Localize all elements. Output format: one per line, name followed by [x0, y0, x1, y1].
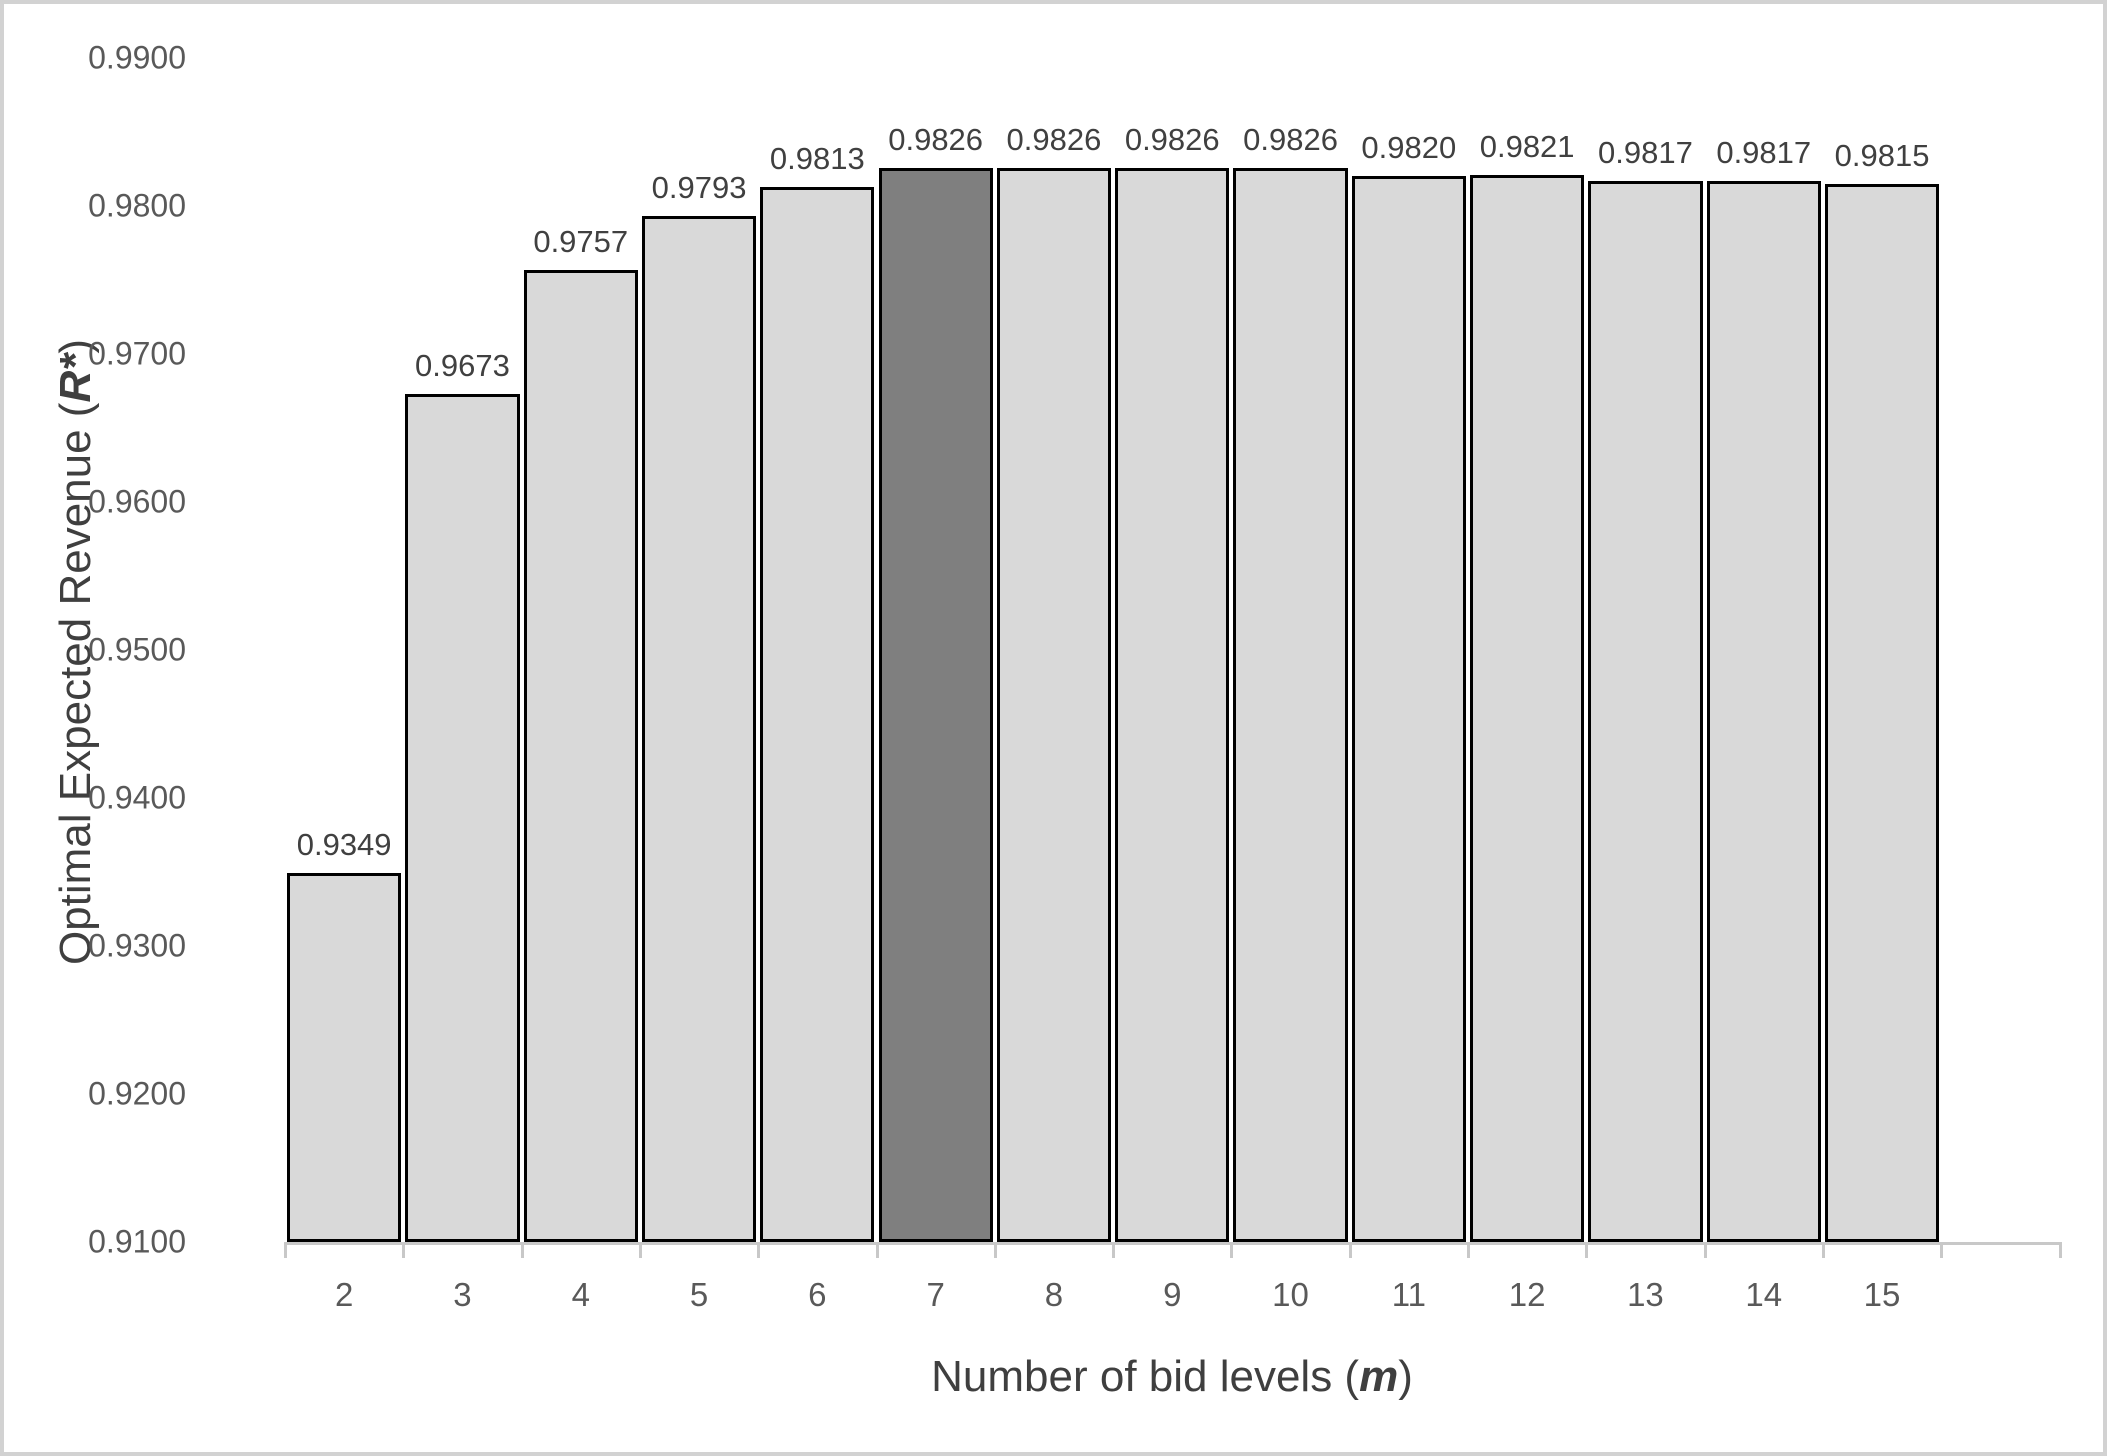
x-axis-tick-label: 3	[453, 1276, 472, 1313]
y-axis-tick-label: 0.9200	[88, 1075, 186, 1112]
bar-data-label: 0.9826	[1124, 121, 1220, 157]
x-axis-title-variable: m	[1359, 1352, 1399, 1401]
x-axis-title: Number of bid levels (m)	[772, 1352, 1572, 1402]
y-axis-tick-label: 0.9300	[88, 927, 186, 964]
bar-data-label: 0.9817	[1598, 134, 1693, 170]
bar	[1824, 183, 1940, 1242]
bar-data-label: 0.9815	[1834, 137, 1930, 173]
x-axis-tick-mark	[1940, 1242, 1944, 1258]
bar-data-label: 0.9826	[1243, 121, 1338, 157]
x-axis-tick-mark	[1703, 1242, 1707, 1258]
bar	[760, 186, 875, 1242]
x-axis-tick-mark	[402, 1242, 406, 1258]
x-axis-tick-mark	[520, 1242, 524, 1258]
x-axis-tick-mark	[638, 1242, 642, 1258]
bar	[641, 216, 757, 1242]
bar	[1115, 167, 1230, 1242]
x-axis-tick-mark	[757, 1242, 761, 1258]
bar-data-label: 0.9821	[1479, 128, 1575, 164]
bar	[1588, 180, 1703, 1242]
bar-data-label: 0.9826	[1006, 121, 1102, 157]
bar	[405, 393, 520, 1242]
x-axis-tick-mark	[284, 1242, 287, 1258]
y-axis-tick-label: 0.9800	[88, 187, 186, 224]
x-axis-tick-label: 14	[1745, 1276, 1783, 1313]
x-axis-tick-label: 12	[1508, 1276, 1546, 1313]
x-axis-tick-mark	[1585, 1242, 1589, 1258]
bar	[996, 167, 1112, 1242]
x-axis-tick-label: 9	[1163, 1276, 1182, 1313]
bar	[1706, 180, 1821, 1242]
bar-data-label: 0.9813	[769, 140, 865, 176]
x-axis-tick-label: 11	[1391, 1276, 1426, 1313]
bar-data-label: 0.9757	[533, 223, 629, 259]
bar-data-label: 0.9673	[415, 347, 510, 383]
x-axis-tick-label: 15	[1863, 1276, 1901, 1313]
x-axis-tick-label: 2	[334, 1276, 354, 1313]
x-axis-tick-label: 5	[689, 1276, 709, 1313]
y-axis-tick-label: 0.9900	[88, 39, 186, 76]
bar-data-label: 0.9820	[1361, 130, 1457, 166]
x-axis-tick-label: 13	[1627, 1276, 1664, 1313]
x-axis-tick-mark	[875, 1242, 879, 1258]
bar	[1233, 167, 1348, 1242]
x-axis-tick-mark	[1230, 1242, 1234, 1258]
y-axis-tick-label: 0.9700	[88, 335, 186, 372]
bar-data-label: 0.9793	[651, 170, 747, 206]
bar	[878, 167, 993, 1242]
x-axis-tick-mark	[993, 1242, 997, 1258]
bar	[1470, 174, 1585, 1242]
x-axis-tick-label: 4	[571, 1276, 590, 1313]
y-axis-tick-label: 0.9500	[88, 631, 186, 668]
bar-data-label: 0.9817	[1716, 134, 1812, 170]
bar-data-label: 0.9826	[888, 121, 984, 157]
x-axis-tick-mark	[1467, 1242, 1470, 1258]
x-axis-tick-label: 10	[1272, 1276, 1309, 1313]
x-axis-tick-mark	[1821, 1242, 1825, 1258]
bar-data-label: 0.9349	[296, 827, 392, 863]
x-axis-tick-mark	[2058, 1242, 2062, 1258]
y-axis-tick-label: 0.9400	[88, 779, 186, 816]
bar	[523, 269, 638, 1242]
bar	[1351, 176, 1466, 1242]
bar	[287, 873, 402, 1242]
x-axis-tick-label: 7	[926, 1276, 945, 1313]
x-axis-title-suffix: )	[1398, 1352, 1413, 1401]
x-axis-tick-mark	[1348, 1242, 1352, 1258]
x-axis-tick-label: 8	[1044, 1276, 1064, 1313]
y-axis-tick-label: 0.9100	[88, 1223, 186, 1260]
x-axis-line	[285, 1242, 2060, 1245]
x-axis-tick-mark	[1112, 1242, 1116, 1258]
x-axis-tick-label: 6	[808, 1276, 827, 1313]
y-axis-tick-label: 0.9600	[88, 483, 186, 520]
x-axis-title-text: Number of bid levels (	[931, 1352, 1360, 1401]
